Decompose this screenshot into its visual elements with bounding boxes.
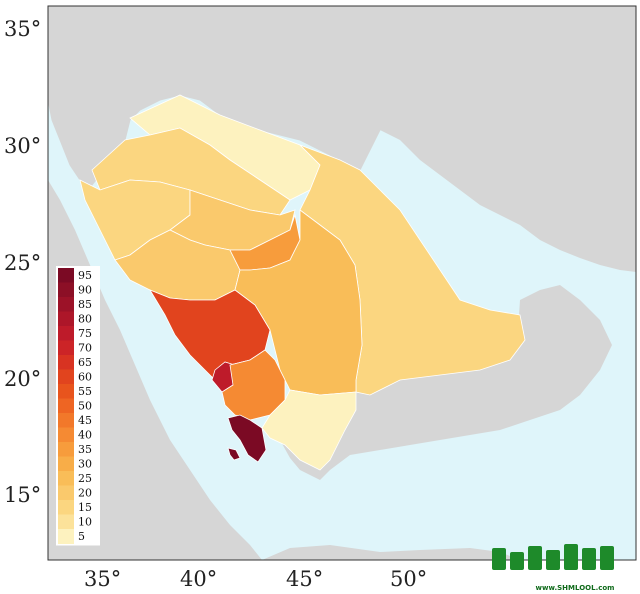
legend-label: 25 [78, 472, 92, 485]
logo-mark [528, 546, 542, 570]
region-riyadh [234, 209, 363, 396]
logo-mark [546, 550, 560, 570]
legend-swatch [58, 340, 74, 356]
land-iran [380, 55, 636, 272]
legend-swatch [58, 369, 74, 385]
legend-swatch [58, 427, 74, 443]
legend-label: 20 [78, 487, 92, 500]
region-jazan [227, 414, 267, 463]
logo-mark [492, 548, 506, 570]
legend-label: 55 [78, 385, 92, 398]
legend-swatch [58, 282, 74, 298]
regions [79, 94, 526, 471]
region-farasan [227, 447, 241, 461]
land-oman-yemen [280, 285, 612, 480]
legend-label: 60 [78, 371, 92, 384]
land-horn [262, 545, 520, 560]
legend-swatch [58, 355, 74, 370]
map-frame [47, 5, 637, 561]
logo-url: www.SHMLOOL.com [536, 584, 615, 592]
y-tick-20: 20° [4, 367, 41, 391]
legend-label: 75 [78, 327, 92, 340]
legend-swatch [58, 485, 74, 501]
x-tick-40: 40° [180, 567, 217, 591]
legend-label: 5 [78, 530, 85, 543]
legend-label: 10 [78, 516, 92, 529]
legend-swatch [58, 297, 74, 312]
legend-swatch [58, 529, 74, 544]
legend-swatch [58, 311, 74, 327]
logo-mark [564, 544, 578, 570]
legend-swatch [58, 268, 74, 283]
legend-label: 50 [78, 400, 92, 413]
legend-label: 30 [78, 458, 92, 471]
land-africa [48, 180, 262, 560]
x-tick-35: 35° [84, 567, 121, 591]
legend-label: 85 [78, 298, 92, 311]
legend-swatch [58, 514, 74, 530]
logo-mark [600, 546, 614, 570]
legend-label: 95 [78, 269, 92, 282]
legend-label: 40 [78, 429, 92, 442]
x-axis: 35° 40° 45° 50° [84, 567, 427, 591]
legend-label: 65 [78, 356, 92, 369]
legend-swatch [58, 456, 74, 472]
y-tick-25: 25° [4, 251, 41, 275]
legend-swatch [58, 500, 74, 515]
legend-swatch [58, 442, 74, 457]
shmlool-logo: www.SHMLOOL.com [492, 544, 614, 592]
legend-swatch [58, 413, 74, 428]
logo-mark [510, 552, 524, 570]
legend-label: 90 [78, 284, 92, 297]
legend-swatch [58, 398, 74, 414]
y-tick-15: 15° [4, 483, 41, 507]
y-axis: 35° 30° 25° 20° 15° [4, 17, 41, 507]
legend-label: 80 [78, 313, 92, 326]
legend-swatch [58, 471, 74, 486]
legend-label: 35 [78, 443, 92, 456]
y-tick-30: 30° [4, 134, 41, 158]
legend-label: 70 [78, 342, 92, 355]
y-tick-35: 35° [4, 17, 41, 41]
legend-label: 45 [78, 414, 92, 427]
region-najran [261, 389, 357, 471]
x-tick-45: 45° [286, 567, 323, 591]
legend-swatch [58, 384, 74, 399]
logo-mark [582, 548, 596, 570]
legend-swatch [58, 326, 74, 341]
x-tick-50: 50° [390, 567, 427, 591]
legend-label: 15 [78, 501, 92, 514]
